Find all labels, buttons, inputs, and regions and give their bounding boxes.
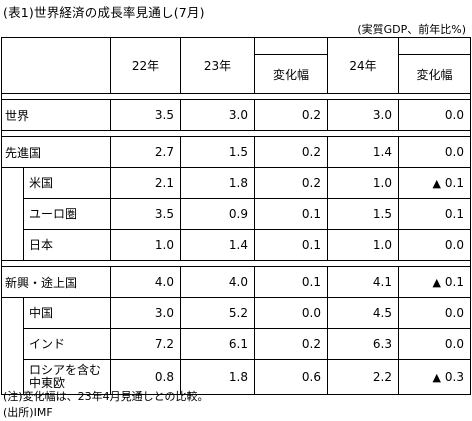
- negative-marker: ▲: [432, 177, 441, 190]
- table-row: 日本 1.0 1.4 0.1 1.0 0.0: [1, 229, 471, 261]
- table-row: 新興・途上国 4.0 4.0 0.1 4.1 ▲ 0.1: [1, 266, 471, 298]
- table-row: 世界 3.5 3.0 0.2 3.0 0.0: [1, 99, 471, 131]
- cell-23: 0.9: [180, 198, 255, 230]
- col-header-24: 24年: [327, 37, 399, 94]
- header-corner: [1, 37, 111, 94]
- cell-23: 4.0: [180, 266, 255, 298]
- table-row: 中国 3.0 5.2 0.0 4.5 0.0: [1, 297, 471, 329]
- cell-22: 3.0: [110, 297, 181, 329]
- negative-marker: ▲: [432, 276, 441, 289]
- table-row: ユーロ圏 3.5 0.9 0.1 1.5 0.1: [1, 198, 471, 230]
- source-note: (出所)IMF: [3, 406, 53, 419]
- cell-23-change: 0.2: [254, 99, 328, 131]
- table-row: 米国 2.1 1.8 0.2 1.0 ▲ 0.1: [1, 167, 471, 199]
- row-label: 世界: [1, 99, 111, 131]
- indent-cell: [1, 229, 24, 261]
- cell-23: 1.5: [180, 136, 255, 168]
- cell-22: 3.5: [110, 198, 181, 230]
- row-label: 日本: [23, 229, 111, 261]
- cell-23: 1.8: [180, 167, 255, 199]
- cell-22: 2.7: [110, 136, 181, 168]
- cell-22: 7.2: [110, 328, 181, 360]
- cell-24: 6.3: [327, 328, 399, 360]
- cell-23-change: 0.2: [254, 136, 328, 168]
- cell-23: 6.1: [180, 328, 255, 360]
- indent-cell: [1, 167, 24, 199]
- cell-value: 0.3: [444, 370, 464, 384]
- cell-23: 5.2: [180, 297, 255, 329]
- header-row-top: 22年 23年 24年: [1, 37, 471, 94]
- cell-23-change: 0.1: [254, 229, 328, 261]
- table-row: 先進国 2.7 1.5 0.2 1.4 0.0: [1, 136, 471, 168]
- cell-value: 0.1: [444, 275, 464, 289]
- row-label: 新興・途上国: [1, 266, 111, 298]
- cell-24-change: 0.0: [398, 229, 471, 261]
- cell-24-change: ▲ 0.1: [398, 266, 471, 298]
- cell-24-change: ▲ 0.1: [398, 167, 471, 199]
- cell-24: 1.5: [327, 198, 399, 230]
- indent-cell: [1, 328, 24, 360]
- row-label-line2: 中東欧: [29, 376, 66, 390]
- col-header-22: 22年: [110, 37, 181, 94]
- cell-23-change: 0.1: [254, 198, 328, 230]
- cell-22: 3.5: [110, 99, 181, 131]
- cell-24: 1.0: [327, 167, 399, 199]
- row-label: 米国: [23, 167, 111, 199]
- col-header-24-change: 変化幅: [398, 54, 471, 94]
- col-header-24-spacer: [398, 37, 471, 55]
- cell-24-change: ▲ 0.3: [398, 359, 471, 395]
- cell-22: 4.0: [110, 266, 181, 298]
- cell-23: 1.4: [180, 229, 255, 261]
- growth-forecast-table: 22年 23年 24年 変化幅 変化幅 世界 3.5 3.0 0.2 3.0 0…: [1, 37, 471, 395]
- cell-24: 1.0: [327, 229, 399, 261]
- col-header-23-change: 変化幅: [254, 54, 328, 94]
- cell-24-change: 0.0: [398, 297, 471, 329]
- table-row: インド 7.2 6.1 0.2 6.3 0.0: [1, 328, 471, 360]
- cell-24-change: 0.0: [398, 99, 471, 131]
- header-row-bottom: 変化幅 変化幅: [2, 54, 471, 94]
- cell-23: 1.8: [180, 359, 255, 395]
- cell-23: 3.0: [180, 99, 255, 131]
- footnote: (注)変化幅は、23年4月見通しとの比較。: [3, 390, 209, 403]
- row-label: インド: [23, 328, 111, 360]
- table-title: (表1)世界経済の成長率見通し(7月): [3, 5, 205, 20]
- row-label: 中国: [23, 297, 111, 329]
- cell-23-change: 0.6: [254, 359, 328, 395]
- row-label-line1: ロシアを含む: [29, 363, 102, 377]
- cell-22: 0.8: [110, 359, 181, 395]
- cell-23-change: 0.1: [254, 266, 328, 298]
- cell-24-change: 0.1: [398, 198, 471, 230]
- cell-value: 0.1: [444, 176, 464, 190]
- col-header-23: 23年: [180, 37, 255, 94]
- cell-22: 1.0: [110, 229, 181, 261]
- row-label: ユーロ圏: [23, 198, 111, 230]
- cell-24: 3.0: [327, 99, 399, 131]
- indent-cell: [1, 198, 24, 230]
- cell-23-change: 0.2: [254, 328, 328, 360]
- cell-24: 4.1: [327, 266, 399, 298]
- row-label: ロシアを含む 中東欧: [23, 359, 111, 395]
- cell-24: 4.5: [327, 297, 399, 329]
- unit-label: (実質GDP、前年比%): [357, 23, 466, 36]
- table-row: ロシアを含む 中東欧 0.8 1.8 0.6 2.2 ▲ 0.3: [1, 359, 471, 395]
- indent-cell: [1, 297, 24, 329]
- col-header-23-spacer: [254, 37, 328, 55]
- negative-marker: ▲: [432, 371, 441, 384]
- cell-22: 2.1: [110, 167, 181, 199]
- cell-24: 1.4: [327, 136, 399, 168]
- cell-23-change: 0.0: [254, 297, 328, 329]
- cell-24: 2.2: [327, 359, 399, 395]
- cell-23-change: 0.2: [254, 167, 328, 199]
- cell-24-change: 0.0: [398, 136, 471, 168]
- cell-24-change: 0.0: [398, 328, 471, 360]
- row-label: 先進国: [1, 136, 111, 168]
